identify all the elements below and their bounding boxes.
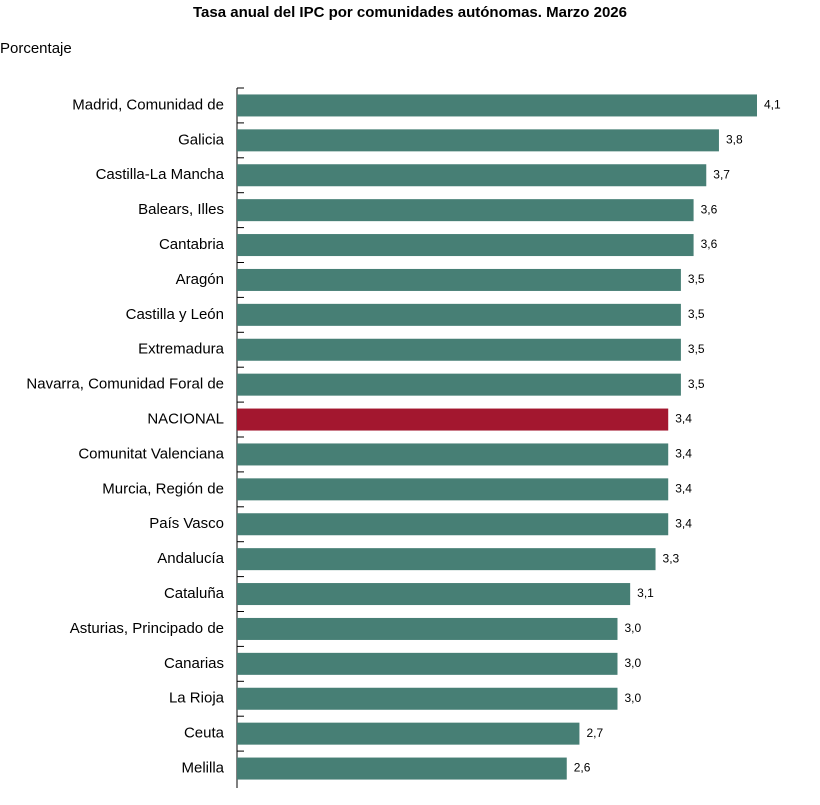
- value-label: 2,6: [574, 761, 591, 775]
- value-label: 3,0: [624, 691, 641, 705]
- y-tick-label: Comunitat Valenciana: [78, 445, 224, 462]
- bar: [237, 373, 681, 396]
- y-tick-label: Balears, Illes: [138, 201, 224, 218]
- value-label: 3,5: [688, 307, 705, 321]
- y-tick-label: Asturias, Principado de: [70, 620, 224, 637]
- value-label: 3,0: [624, 621, 641, 635]
- y-tick-label: Ceuta: [184, 725, 225, 742]
- value-label: 2,7: [586, 726, 603, 740]
- value-label: 3,4: [675, 482, 692, 496]
- bar: [237, 164, 707, 187]
- y-tick-label: La Rioja: [169, 690, 225, 707]
- bar: [237, 234, 694, 257]
- value-label: 3,5: [688, 342, 705, 356]
- bar: [237, 617, 618, 640]
- value-label: 3,5: [688, 272, 705, 286]
- bar: [237, 199, 694, 222]
- bar: [237, 338, 681, 361]
- bar: [237, 443, 669, 466]
- bar: [237, 513, 669, 536]
- bar: [237, 408, 669, 431]
- chart-subtitle: Porcentaje: [0, 40, 72, 57]
- value-label: 3,4: [675, 447, 692, 461]
- y-tick-label: Madrid, Comunidad de: [72, 96, 224, 113]
- value-label: 4,1: [764, 98, 781, 112]
- y-tick-label: Castilla y León: [126, 306, 224, 323]
- chart-title: Tasa anual del IPC por comunidades autón…: [193, 4, 627, 21]
- y-tick-label: Cantabria: [159, 236, 225, 253]
- y-tick-label: Andalucía: [157, 550, 224, 567]
- y-tick-label: País Vasco: [149, 515, 224, 532]
- y-tick-label: Extremadura: [138, 341, 225, 358]
- value-label: 3,8: [726, 133, 743, 147]
- bar: [237, 652, 618, 675]
- bar: [237, 757, 567, 780]
- y-tick-label: Galicia: [178, 131, 225, 148]
- bar: [237, 722, 580, 745]
- y-tick-label: Navarra, Comunidad Foral de: [26, 376, 224, 393]
- value-label: 3,1: [637, 586, 654, 600]
- value-label: 3,0: [624, 656, 641, 670]
- value-label: 3,7: [713, 167, 730, 181]
- y-tick-label: Cataluña: [164, 585, 225, 602]
- y-tick-label: Aragón: [176, 271, 224, 288]
- y-tick-label: Melilla: [181, 760, 224, 777]
- value-label: 3,6: [701, 237, 718, 251]
- value-label: 3,3: [663, 551, 680, 565]
- bar: [237, 129, 719, 152]
- y-tick-label: NACIONAL: [147, 411, 224, 428]
- bar: [237, 94, 757, 117]
- bar: [237, 687, 618, 710]
- value-label: 3,6: [701, 202, 718, 216]
- value-label: 3,5: [688, 377, 705, 391]
- y-tick-label: Canarias: [164, 655, 224, 672]
- y-tick-label: Castilla-La Mancha: [96, 166, 225, 183]
- y-tick-label: Murcia, Región de: [102, 480, 224, 497]
- bar: [237, 478, 669, 501]
- bar: [237, 268, 681, 291]
- value-label: 3,4: [675, 516, 692, 530]
- bar: [237, 583, 631, 606]
- value-label: 3,4: [675, 412, 692, 426]
- bar: [237, 303, 681, 326]
- bar: [237, 548, 656, 571]
